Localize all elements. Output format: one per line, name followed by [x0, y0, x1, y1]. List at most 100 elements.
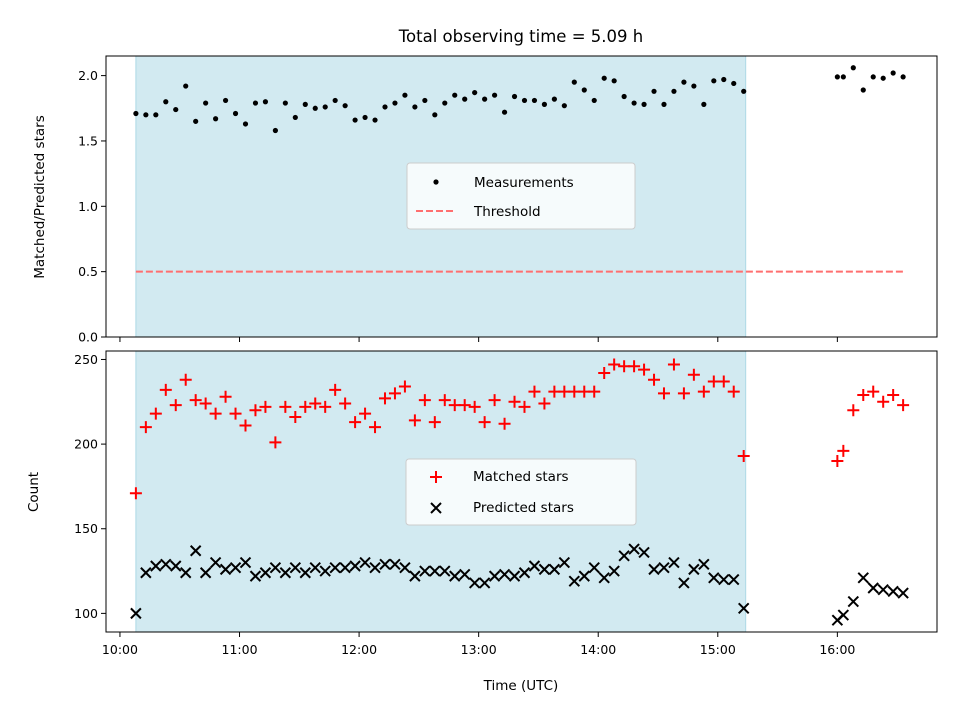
measurement-point: [372, 117, 378, 123]
matched-star-point: [697, 385, 710, 398]
matched-star-point: [299, 400, 312, 413]
predicted-star-point: [309, 561, 321, 574]
measurement-point: [621, 93, 627, 100]
bottom-y-tick-label: 100: [74, 606, 98, 621]
measurement-point: [691, 83, 697, 89]
measurement-point: [412, 104, 418, 110]
predicted-star-point: [568, 575, 581, 587]
measurement-point: [203, 100, 209, 106]
measurement-point: [153, 112, 159, 118]
measurement-point: [651, 88, 657, 94]
matched-star-point: [638, 363, 651, 376]
predicted-star-point: [718, 573, 730, 586]
measurement-point: [501, 109, 508, 115]
matched-star-point: [319, 400, 332, 413]
predicted-star-point: [369, 561, 381, 574]
measurement-point: [342, 103, 348, 109]
predicted-star-point: [737, 602, 750, 615]
matched-star-point: [369, 421, 382, 434]
measurement-point: [362, 114, 368, 121]
measurement-point: [462, 96, 468, 102]
predicted-star-point: [598, 572, 610, 584]
measurement-point: [834, 74, 840, 80]
matched-star-point: [831, 455, 844, 468]
matched-star-point: [588, 385, 601, 398]
measurement-point: [402, 92, 408, 98]
matched-star-point: [388, 387, 401, 400]
matched-star-point: [279, 400, 292, 413]
matched-star-point: [359, 407, 372, 420]
matched-star-point: [329, 383, 342, 396]
predicted-star-point: [468, 577, 481, 589]
matched-star-point: [488, 394, 501, 407]
matched-star-point: [438, 394, 451, 407]
bottom-axes-frame: [105, 350, 938, 633]
predicted-star-point: [688, 563, 700, 576]
predicted-star-point: [578, 570, 590, 582]
legend-matched-label: Matched stars: [473, 469, 569, 485]
legend-measurement-marker: [433, 179, 439, 185]
predicted-star-point: [329, 561, 341, 574]
predicted-star-point: [528, 560, 541, 572]
measurement-point: [332, 97, 338, 104]
matched-star-point: [897, 399, 910, 412]
measurement-point: [731, 80, 737, 87]
matched-star-point: [667, 358, 680, 371]
predicted-star-point: [478, 577, 491, 589]
measurement-point: [631, 100, 637, 106]
matched-star-point: [508, 395, 521, 408]
predicted-star-point: [548, 563, 561, 576]
legend-measurements-label: Measurements: [474, 175, 574, 191]
predicted-star-point: [339, 561, 351, 574]
predicted-star-point: [269, 561, 282, 574]
predicted-star-point: [249, 570, 262, 582]
predicted-star-point: [648, 563, 660, 576]
measurement-point: [482, 96, 488, 102]
matched-star-point: [349, 416, 362, 429]
measurement-point: [133, 110, 139, 117]
predicted-star-point: [229, 561, 242, 574]
matched-star-point: [189, 394, 202, 407]
top-y-tick-label: 0.5: [78, 264, 98, 279]
count-panel: 100 150 200 250 10:00 11:00 12:00 13:00 14:00 15…: [26, 350, 938, 694]
matched-star-point: [458, 399, 471, 412]
matched-star-point: [149, 407, 162, 420]
predicted-star-point: [608, 565, 620, 577]
measurement-point: [581, 87, 587, 93]
measurement-point: [183, 83, 189, 89]
matched-star-point: [339, 397, 352, 410]
matched-star-point: [518, 400, 531, 413]
matched-star-point: [139, 421, 152, 434]
measurement-point: [641, 101, 647, 107]
top-legend: Measurements Threshold: [406, 162, 636, 230]
measurement-point: [422, 97, 428, 104]
matched-star-point: [717, 375, 730, 388]
matched-star-point: [289, 411, 302, 424]
predicted-star-point: [289, 561, 302, 574]
measurement-point: [352, 117, 358, 123]
predicted-star-point: [180, 567, 192, 579]
measurement-point: [143, 112, 149, 118]
predicted-star-point: [319, 565, 331, 577]
matched-star-point: [408, 414, 421, 427]
predicted-star-point: [279, 567, 292, 579]
measurement-point: [591, 97, 597, 104]
top-legend-box: [406, 162, 636, 230]
top-y-tick-label: 1.0: [78, 199, 98, 214]
measurement-point: [541, 101, 548, 107]
predicted-star-point: [698, 558, 710, 570]
predicted-star-point: [488, 570, 501, 582]
predicted-star-point: [170, 560, 182, 572]
measurement-point: [292, 114, 298, 121]
predicted-star-point: [439, 565, 451, 577]
measurement-point: [741, 88, 747, 94]
measurement-point: [232, 110, 239, 117]
measurement-point: [272, 127, 278, 134]
measurement-point: [681, 79, 687, 85]
predicted-star-point: [239, 556, 252, 569]
x-tick-label: 15:00: [700, 642, 736, 657]
predicted-star-point: [837, 609, 850, 621]
bottom-legend-box: [405, 458, 637, 526]
measurement-point: [900, 74, 906, 80]
measurement-point: [721, 76, 727, 83]
